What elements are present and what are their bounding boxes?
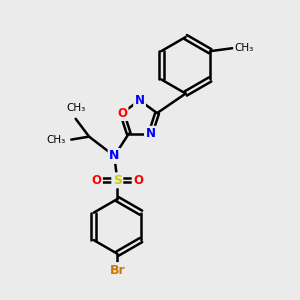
Text: S: S bbox=[113, 174, 122, 187]
Text: CH₃: CH₃ bbox=[46, 135, 66, 145]
Text: O: O bbox=[117, 106, 127, 120]
Text: N: N bbox=[146, 127, 155, 140]
Text: O: O bbox=[92, 174, 101, 187]
Text: N: N bbox=[109, 149, 119, 162]
Text: CH₃: CH₃ bbox=[66, 103, 85, 113]
Text: CH₃: CH₃ bbox=[234, 43, 253, 52]
Text: Br: Br bbox=[110, 264, 125, 277]
Text: O: O bbox=[133, 174, 143, 187]
Text: N: N bbox=[135, 94, 145, 107]
